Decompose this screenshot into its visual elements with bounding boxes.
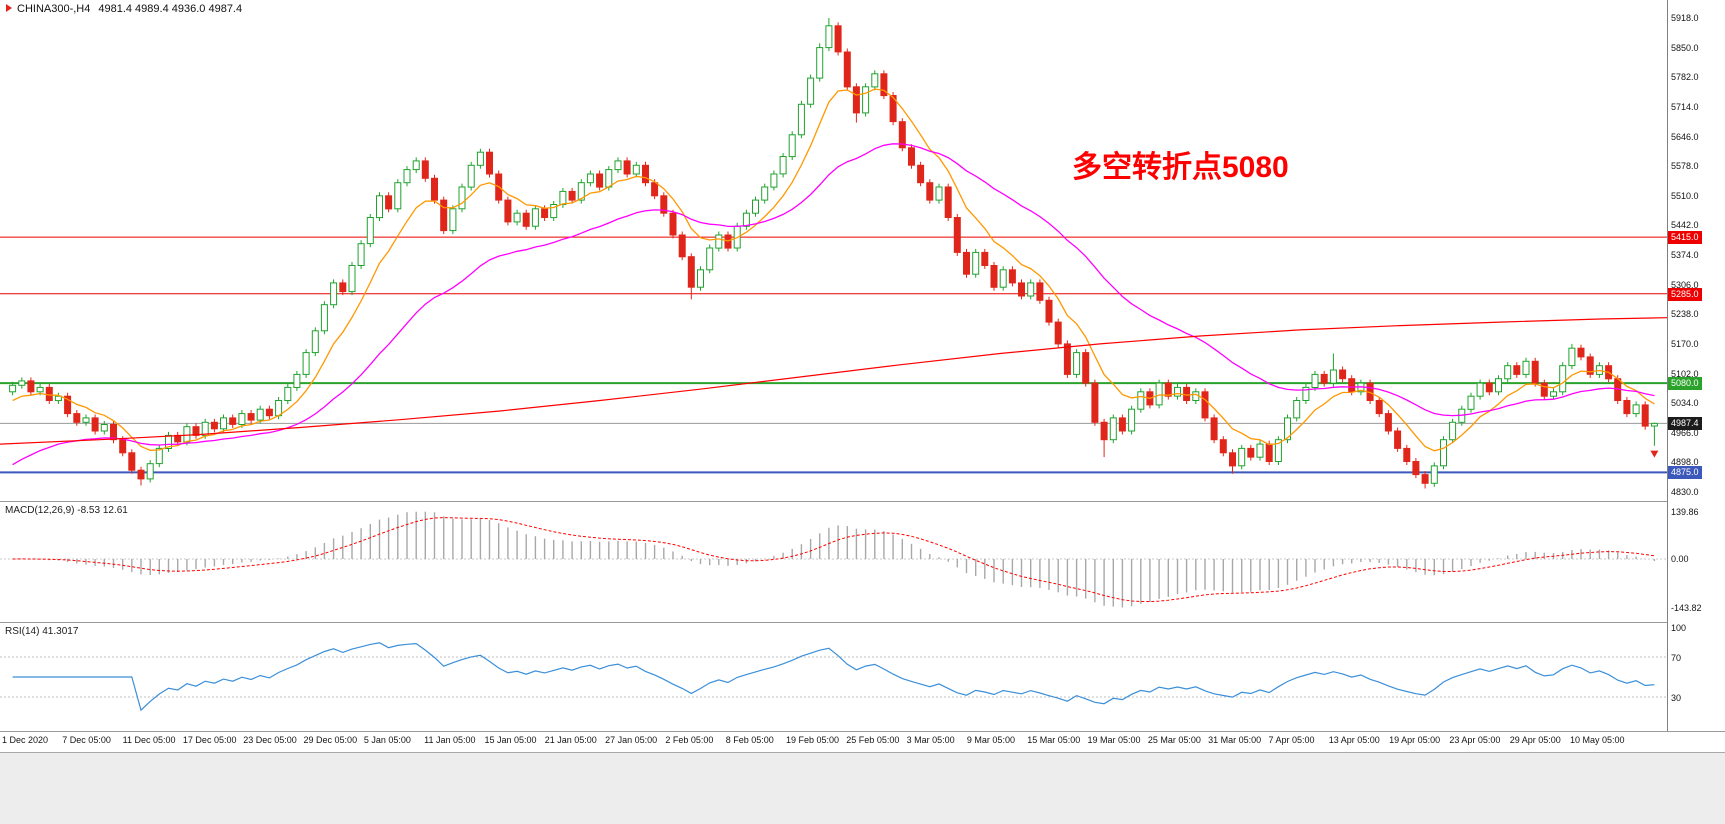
chart-marker-icon bbox=[6, 4, 12, 12]
price-tick-label: 5918.0 bbox=[1671, 13, 1699, 23]
time-axis-label: 21 Jan 05:00 bbox=[544, 735, 597, 745]
time-axis-label: 2 Feb 05:00 bbox=[665, 735, 714, 745]
price-tick-label: 4830.0 bbox=[1671, 487, 1699, 497]
time-axis-label: 19 Feb 05:00 bbox=[786, 735, 840, 745]
macd-canvas[interactable] bbox=[0, 502, 1667, 622]
price-tick-label: 5374.0 bbox=[1671, 250, 1699, 260]
price-line-badge: 5415.0 bbox=[1668, 231, 1702, 245]
time-axis-label: 19 Apr 05:00 bbox=[1389, 735, 1441, 745]
price-line-badge: 4875.0 bbox=[1668, 466, 1702, 480]
time-axis-label: 7 Dec 05:00 bbox=[62, 735, 111, 745]
time-axis-label: 8 Feb 05:00 bbox=[725, 735, 774, 745]
price-line-badge: 5285.0 bbox=[1668, 287, 1702, 301]
time-axis-label: 31 Mar 05:00 bbox=[1208, 735, 1262, 745]
chart-annotation-text: 多空转折点5080 bbox=[1072, 151, 1289, 184]
price-tick-label: 5102.0 bbox=[1671, 368, 1699, 379]
current-price-badge: 4987.4 bbox=[1668, 417, 1702, 431]
time-axis-label: 29 Dec 05:00 bbox=[303, 735, 358, 745]
time-axis-label: 3 Mar 05:00 bbox=[906, 735, 955, 745]
price-tick-label: 5578.0 bbox=[1671, 161, 1699, 172]
price-tick-label: 5714.0 bbox=[1671, 101, 1699, 112]
time-axis-label: 25 Feb 05:00 bbox=[846, 735, 900, 745]
time-axis-label: 15 Jan 05:00 bbox=[484, 735, 537, 745]
macd-tick-label: -143.82 bbox=[1671, 602, 1702, 613]
price-line-badge: 5080.0 bbox=[1668, 377, 1702, 391]
time-axis-label: 9 Mar 05:00 bbox=[966, 735, 1015, 745]
time-axis-label: 17 Dec 05:00 bbox=[182, 735, 237, 745]
rsi-tick-label: 100 bbox=[1671, 623, 1687, 633]
time-axis-label: 19 Mar 05:00 bbox=[1087, 735, 1141, 745]
time-axis-label: 15 Mar 05:00 bbox=[1027, 735, 1081, 745]
time-axis-label: 11 Dec 05:00 bbox=[122, 735, 176, 745]
time-axis-label: 11 Jan 05:00 bbox=[424, 735, 476, 745]
time-axis-label: 23 Dec 05:00 bbox=[243, 735, 297, 745]
price-tick-label: 5510.0 bbox=[1671, 190, 1699, 201]
macd-title: MACD(12,26,9) -8.53 12.61 bbox=[5, 505, 128, 516]
price-tick-label: 4898.0 bbox=[1671, 457, 1699, 468]
time-axis-label: 29 Apr 05:00 bbox=[1509, 735, 1561, 745]
macd-tick-label: 139.86 bbox=[1671, 506, 1699, 517]
macd-tick-label: 0.00 bbox=[1671, 554, 1689, 564]
time-axis-label: 7 Apr 05:00 bbox=[1268, 735, 1315, 745]
time-axis-label: 23 Apr 05:00 bbox=[1449, 735, 1501, 745]
bottom-margin bbox=[0, 752, 1725, 824]
rsi-tick-label: 70 bbox=[1671, 653, 1682, 663]
rsi-title: RSI(14) 41.3017 bbox=[5, 626, 79, 637]
time-axis-label: 27 Jan 05:00 bbox=[605, 735, 658, 745]
price-tick-label: 5782.0 bbox=[1671, 72, 1699, 83]
time-axis-label: 5 Jan 05:00 bbox=[363, 735, 411, 745]
pane-separator bbox=[0, 731, 1725, 732]
price-drop-arrow-icon bbox=[1650, 450, 1659, 458]
pane-separator[interactable] bbox=[0, 501, 1725, 502]
chart-header: CHINA300-,H4 4981.4 4989.4 4936.0 4987.4 bbox=[6, 3, 242, 15]
price-chart-canvas[interactable] bbox=[0, 0, 1667, 501]
price-tick-label: 5034.0 bbox=[1671, 398, 1699, 409]
price-tick-label: 5646.0 bbox=[1671, 131, 1699, 142]
time-axis-label: 13 Apr 05:00 bbox=[1328, 735, 1380, 745]
rsi-tick-label: 30 bbox=[1671, 693, 1682, 703]
price-tick-label: 4966.0 bbox=[1671, 427, 1699, 438]
price-tick-label: 5306.0 bbox=[1671, 279, 1699, 290]
time-axis-label: 25 Mar 05:00 bbox=[1147, 735, 1201, 745]
symbol-timeframe-label: CHINA300-,H4 bbox=[17, 3, 91, 15]
time-axis-label: 10 May 05:00 bbox=[1570, 735, 1625, 745]
price-tick-label: 5170.0 bbox=[1671, 338, 1699, 349]
ohlc-values: 4981.4 4989.4 4936.0 4987.4 bbox=[98, 3, 243, 15]
price-tick-label: 5442.0 bbox=[1671, 220, 1699, 231]
price-tick-label: 5850.0 bbox=[1671, 42, 1699, 53]
time-axis-label: 1 Dec 2020 bbox=[2, 735, 49, 745]
pane-separator[interactable] bbox=[0, 622, 1725, 623]
rsi-canvas[interactable] bbox=[0, 623, 1667, 731]
price-axis[interactable] bbox=[1667, 0, 1725, 731]
price-tick-label: 5238.0 bbox=[1671, 309, 1699, 320]
